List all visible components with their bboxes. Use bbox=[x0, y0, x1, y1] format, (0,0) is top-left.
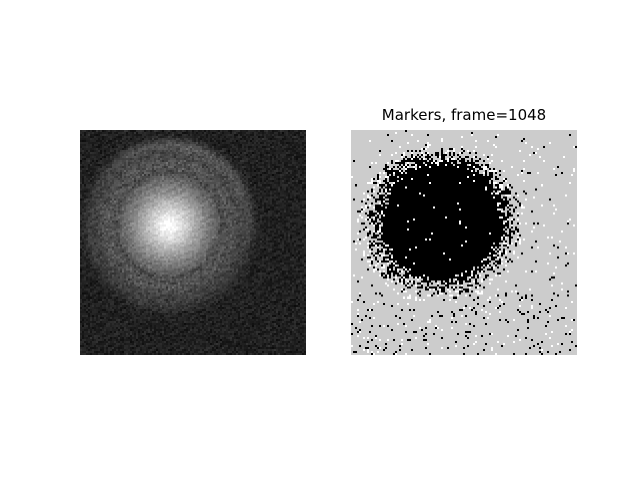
raw-frame-image bbox=[80, 130, 306, 355]
markers-title: Markers, frame=1048 bbox=[381, 106, 547, 124]
raw-frame-pixels bbox=[80, 130, 306, 355]
markers-image bbox=[351, 130, 577, 355]
markers-pixels bbox=[351, 130, 577, 355]
